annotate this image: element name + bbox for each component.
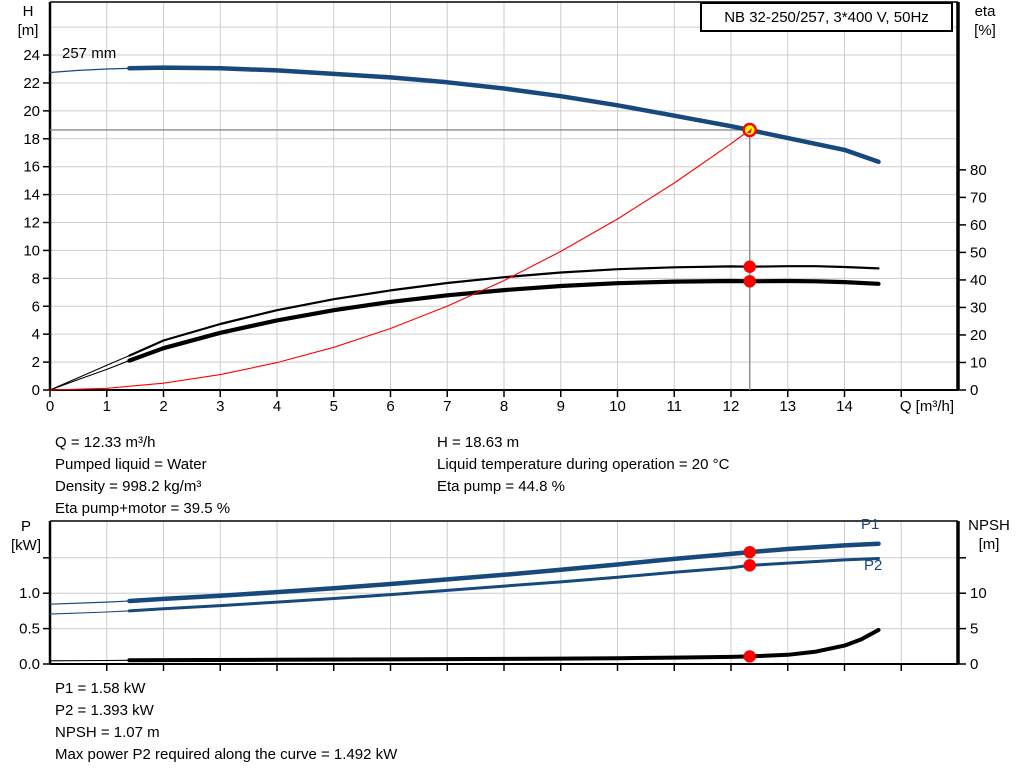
svg-text:24: 24 [23,47,40,64]
info-line-p2: P2 = 1.393 kW [55,702,154,719]
svg-text:1: 1 [103,398,111,415]
svg-text:12: 12 [23,215,40,232]
svg-text:0: 0 [46,398,54,415]
svg-text:50: 50 [970,244,987,261]
svg-text:5: 5 [330,398,338,415]
svg-text:80: 80 [970,162,987,179]
svg-text:16: 16 [23,159,40,176]
svg-text:2: 2 [32,354,40,371]
svg-text:10: 10 [609,398,626,415]
svg-text:11: 11 [666,398,682,415]
svg-text:8: 8 [500,398,508,415]
svg-text:9: 9 [557,398,565,415]
svg-text:0.0: 0.0 [19,656,40,673]
svg-text:6: 6 [32,298,40,315]
flow-axis-title: Q [m³/h] [899,398,954,415]
info-line-temperature: Liquid temperature during operation = 20… [437,456,730,473]
svg-text:20: 20 [970,327,987,344]
svg-text:2: 2 [159,398,167,415]
power-info-block: P1 = 1.58 kW P2 = 1.393 kW NPSH = 1.07 m… [55,678,397,766]
svg-text:6: 6 [386,398,394,415]
svg-text:22: 22 [23,75,40,92]
info-line-h: H = 18.63 m [437,434,520,451]
svg-text:70: 70 [970,189,987,206]
duty-info-right: H = 18.63 m Liquid temperature during op… [437,432,729,498]
svg-text:13: 13 [779,398,796,415]
p1-curve-label: P1 [861,516,880,533]
head-axis-title: H [m] [17,3,39,39]
info-line-p1: P1 = 1.58 kW [55,680,146,697]
info-line-liquid: Pumped liquid = Water [55,456,207,473]
svg-text:10: 10 [970,354,987,371]
svg-text:60: 60 [970,217,987,234]
svg-text:0: 0 [970,656,978,673]
pump-title-box: NB 32-250/257, 3*400 V, 50Hz [700,2,953,32]
svg-text:20: 20 [23,103,40,120]
svg-text:10: 10 [970,585,987,602]
svg-text:4: 4 [32,326,40,343]
svg-text:5: 5 [970,621,978,638]
svg-text:0: 0 [970,382,978,399]
svg-text:18: 18 [23,131,40,148]
info-line-density: Density = 998.2 kg/m³ [55,478,202,495]
impeller-diameter-label: 257 mm [62,45,117,62]
info-line-max-power: Max power P2 required along the curve = … [55,746,398,763]
eta-axis-title: eta [%] [974,3,996,39]
npsh-axis-title: NPSH [m] [968,517,1010,553]
p2-curve-label: P2 [864,557,883,574]
svg-text:40: 40 [970,272,987,289]
svg-text:10: 10 [23,242,40,259]
svg-text:8: 8 [32,270,40,287]
svg-text:0.5: 0.5 [19,621,40,638]
duty-info-left: Q = 12.33 m³/h Pumped liquid = Water Den… [55,432,230,520]
svg-text:14: 14 [23,187,40,204]
svg-text:12: 12 [723,398,740,415]
info-line-eta-pump-motor: Eta pump+motor = 39.5 % [55,500,231,517]
info-line-eta-pump: Eta pump = 44.8 % [437,478,565,495]
svg-text:4: 4 [273,398,281,415]
info-line-q: Q = 12.33 m³/h [55,434,156,451]
svg-text:7: 7 [443,398,451,415]
svg-text:1.0: 1.0 [19,585,40,602]
svg-text:0: 0 [32,382,40,399]
svg-text:3: 3 [216,398,224,415]
power-axis-title: P [kW] [11,518,41,554]
svg-text:30: 30 [970,299,987,316]
info-line-npsh: NPSH = 1.07 m [55,724,160,741]
svg-text:14: 14 [836,398,853,415]
pump-title: NB 32-250/257, 3*400 V, 50Hz [724,8,929,26]
